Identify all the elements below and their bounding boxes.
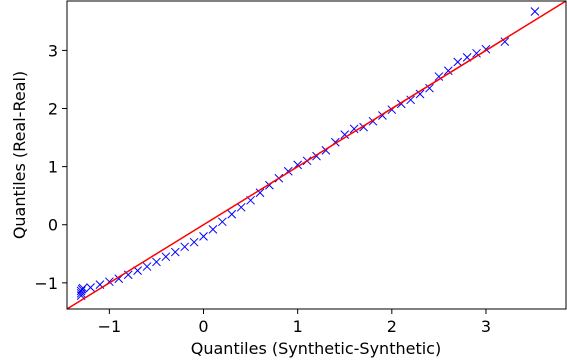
x-axis-ticks: −1 0 1 2 3 [98,309,491,336]
x-tick-label: 1 [293,317,303,336]
data-point [170,247,180,257]
points-layer [76,7,540,300]
data-point [349,124,359,134]
data-point [236,202,246,212]
y-tick-label: 0 [48,216,58,235]
data-point [406,95,416,105]
x-tick-label: 0 [198,317,208,336]
data-point [78,283,88,293]
data-point [227,209,237,219]
y-tick-label: 3 [48,41,58,60]
data-point [255,188,265,198]
x-tick-label: 2 [387,317,397,336]
data-point [142,262,152,271]
data-point [434,72,444,81]
data-point [340,130,350,140]
data-point [199,232,208,241]
y-axis-label: Quantiles (Real-Real) [10,71,29,239]
data-point [453,57,463,67]
y-tick-label: 1 [48,158,58,177]
data-point [86,283,95,292]
data-point [152,257,161,267]
data-point [415,89,425,99]
plot-frame [66,0,567,310]
data-point [530,7,540,16]
y-tick-label: 2 [48,100,58,119]
y-axis-ticks: −1 0 1 2 3 [34,41,67,293]
x-tick-label: 3 [481,317,491,336]
reference-line [67,1,566,309]
data-point [208,225,218,234]
data-point [425,83,434,93]
y-tick-label: −1 [34,274,58,293]
data-point [500,37,510,47]
data-point [161,252,171,262]
data-point [472,48,481,58]
data-point [217,217,227,227]
x-axis-label: Quantiles (Synthetic-Synthetic) [191,339,441,358]
data-point [133,266,142,275]
plot-area [67,1,566,309]
data-point [180,242,190,252]
data-point [189,237,199,247]
x-tick-label: −1 [98,317,122,336]
data-point [443,66,453,76]
